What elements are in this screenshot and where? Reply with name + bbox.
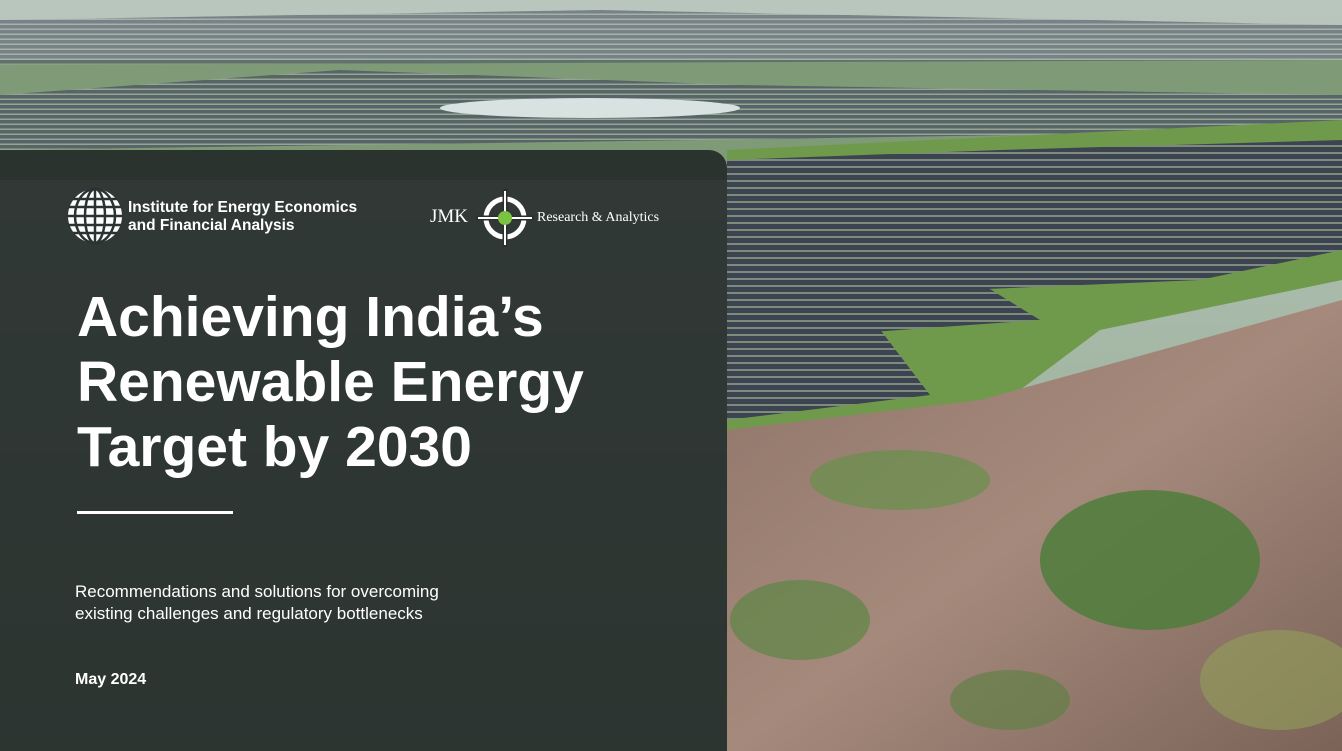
subtitle-line: existing challenges and regulatory bottl… [75, 604, 423, 623]
org-name: and Financial Analysis [128, 217, 295, 234]
partner-name: Research & Analytics [537, 210, 660, 225]
partner-logo-icon [476, 189, 534, 247]
title-line: Achieving India’s [77, 285, 544, 349]
date: May 2024 [75, 671, 147, 688]
org-name: Institute for Energy Economics [128, 199, 358, 216]
text-panel [0, 150, 727, 751]
title-line: Renewable Energy [77, 350, 584, 414]
partner-mark: JMK [430, 206, 469, 227]
divider [77, 511, 233, 514]
org-logo-icon [68, 187, 122, 245]
title-line: Target by 2030 [77, 415, 472, 479]
subtitle-line: Recommendations and solutions for overco… [75, 582, 439, 601]
